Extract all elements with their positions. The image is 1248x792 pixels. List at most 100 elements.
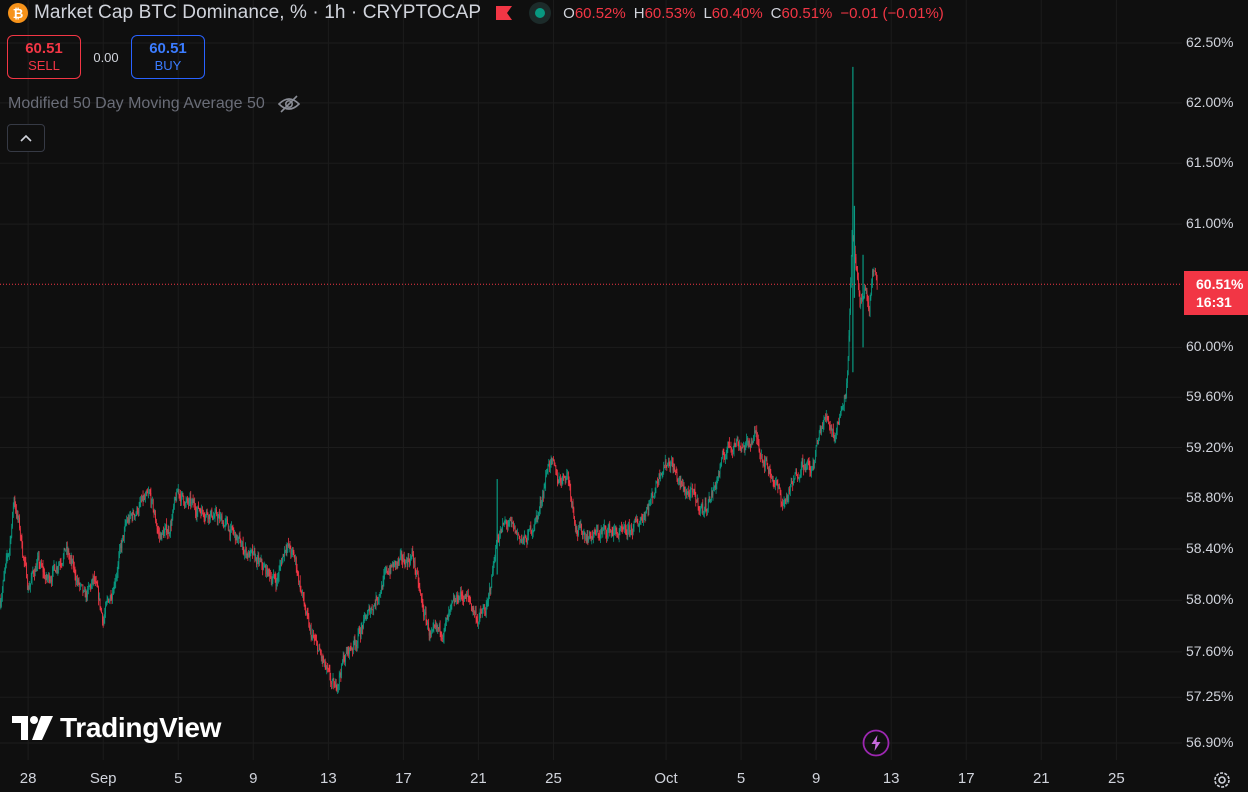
candle-body bbox=[75, 575, 77, 582]
candle-body bbox=[34, 573, 35, 577]
candle-body bbox=[799, 477, 801, 479]
candle-body bbox=[780, 493, 782, 503]
candle-body bbox=[494, 560, 496, 562]
candle-body bbox=[546, 472, 548, 474]
candle-body bbox=[618, 531, 620, 537]
candle-body bbox=[575, 527, 577, 529]
indicator-name[interactable]: Modified 50 Day Moving Average 50 bbox=[8, 95, 265, 112]
x-tick-label: 13 bbox=[319, 770, 337, 787]
candle-body bbox=[711, 492, 712, 501]
candle-body bbox=[167, 529, 169, 534]
candle-body bbox=[528, 529, 530, 531]
candle-body bbox=[708, 496, 710, 503]
candle-body bbox=[587, 535, 589, 541]
candle-body bbox=[567, 472, 568, 474]
candle-body bbox=[69, 556, 70, 560]
candle-body bbox=[611, 531, 613, 533]
candle-body bbox=[309, 626, 310, 629]
candle-body bbox=[234, 531, 236, 541]
candle-body bbox=[294, 557, 296, 560]
candle-body bbox=[177, 489, 179, 492]
candle-body bbox=[341, 664, 342, 676]
candle-body bbox=[109, 600, 110, 603]
candle-body bbox=[786, 496, 788, 501]
x-tick-label: 5 bbox=[174, 770, 183, 787]
candle-body bbox=[215, 509, 217, 513]
candle-body bbox=[1, 597, 2, 603]
candle-body bbox=[62, 556, 64, 564]
settings-icon[interactable] bbox=[1212, 770, 1232, 790]
candle-body bbox=[830, 428, 832, 430]
candle-body bbox=[279, 565, 281, 571]
candle-body bbox=[395, 560, 396, 565]
candle-body bbox=[682, 484, 683, 487]
candle-body bbox=[338, 675, 340, 685]
collapse-legend-button[interactable] bbox=[7, 124, 45, 152]
candle-body bbox=[635, 518, 636, 521]
candle-body bbox=[231, 525, 233, 529]
candle-body bbox=[720, 465, 722, 467]
candle-body bbox=[224, 525, 225, 528]
candle-body bbox=[56, 567, 58, 570]
candle-body bbox=[386, 567, 388, 572]
candle-body bbox=[152, 500, 153, 501]
candle-body bbox=[191, 499, 193, 503]
candle-body bbox=[455, 600, 457, 602]
candle-body bbox=[354, 640, 356, 645]
candle-body bbox=[445, 622, 446, 626]
candle-body bbox=[578, 525, 580, 528]
candle-body bbox=[335, 681, 336, 688]
candle-body bbox=[122, 535, 124, 542]
candle-body bbox=[554, 464, 556, 466]
eye-off-icon[interactable] bbox=[277, 94, 301, 114]
candle-body bbox=[387, 571, 389, 573]
candle-body bbox=[173, 499, 175, 507]
candle-body bbox=[299, 581, 300, 582]
candle-body bbox=[27, 577, 28, 589]
candle-body bbox=[872, 270, 873, 284]
candle-body bbox=[238, 536, 239, 540]
candle-body bbox=[129, 514, 131, 522]
candle-body bbox=[492, 571, 493, 576]
candle-body bbox=[818, 439, 819, 444]
buy-button[interactable]: 60.51 BUY bbox=[131, 35, 205, 79]
candle-body bbox=[327, 668, 329, 670]
bitcoin-icon[interactable]: ₿ bbox=[8, 3, 28, 23]
candle-body bbox=[803, 465, 804, 470]
candle-body bbox=[49, 580, 51, 581]
candle-body bbox=[802, 458, 804, 466]
candle-body bbox=[287, 544, 289, 549]
candle-body bbox=[275, 579, 277, 586]
candle-body bbox=[774, 482, 776, 485]
candle-body bbox=[765, 459, 767, 461]
candle-body bbox=[38, 555, 40, 564]
y-tick-label: 60.00% bbox=[1186, 338, 1234, 355]
candle-body bbox=[440, 631, 442, 636]
candle-body bbox=[213, 517, 214, 520]
candle-body bbox=[497, 536, 499, 540]
candle-body bbox=[318, 647, 320, 651]
candle-body bbox=[187, 498, 188, 501]
candle-body bbox=[539, 501, 541, 510]
candle-body bbox=[277, 577, 278, 582]
flash-icon[interactable] bbox=[862, 729, 890, 757]
candle-body bbox=[383, 575, 385, 581]
candle-body bbox=[438, 624, 440, 629]
x-tick-label: 5 bbox=[736, 770, 746, 787]
sell-button[interactable]: 60.51 SELL bbox=[7, 35, 81, 79]
tradingview-logo[interactable]: TradingView bbox=[12, 712, 221, 744]
candle-body bbox=[5, 557, 7, 565]
candle-body bbox=[213, 517, 215, 519]
candle-body bbox=[710, 500, 711, 502]
candle-body bbox=[687, 491, 689, 494]
candle-body bbox=[704, 510, 705, 512]
candle-body bbox=[250, 550, 252, 553]
symbol-title[interactable]: Market Cap BTC Dominance, % · 1h · CRYPT… bbox=[34, 2, 482, 23]
candle-body bbox=[148, 492, 150, 494]
candle-body bbox=[573, 507, 575, 517]
flag-icon[interactable] bbox=[495, 6, 513, 20]
candle-body bbox=[707, 509, 708, 511]
candle-body bbox=[234, 531, 235, 533]
candle-body bbox=[310, 628, 312, 638]
